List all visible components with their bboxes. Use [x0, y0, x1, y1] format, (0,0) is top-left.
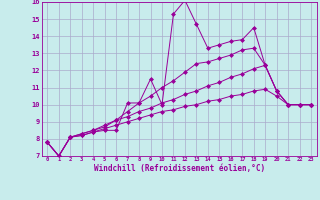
X-axis label: Windchill (Refroidissement éolien,°C): Windchill (Refroidissement éolien,°C) [94, 164, 265, 173]
